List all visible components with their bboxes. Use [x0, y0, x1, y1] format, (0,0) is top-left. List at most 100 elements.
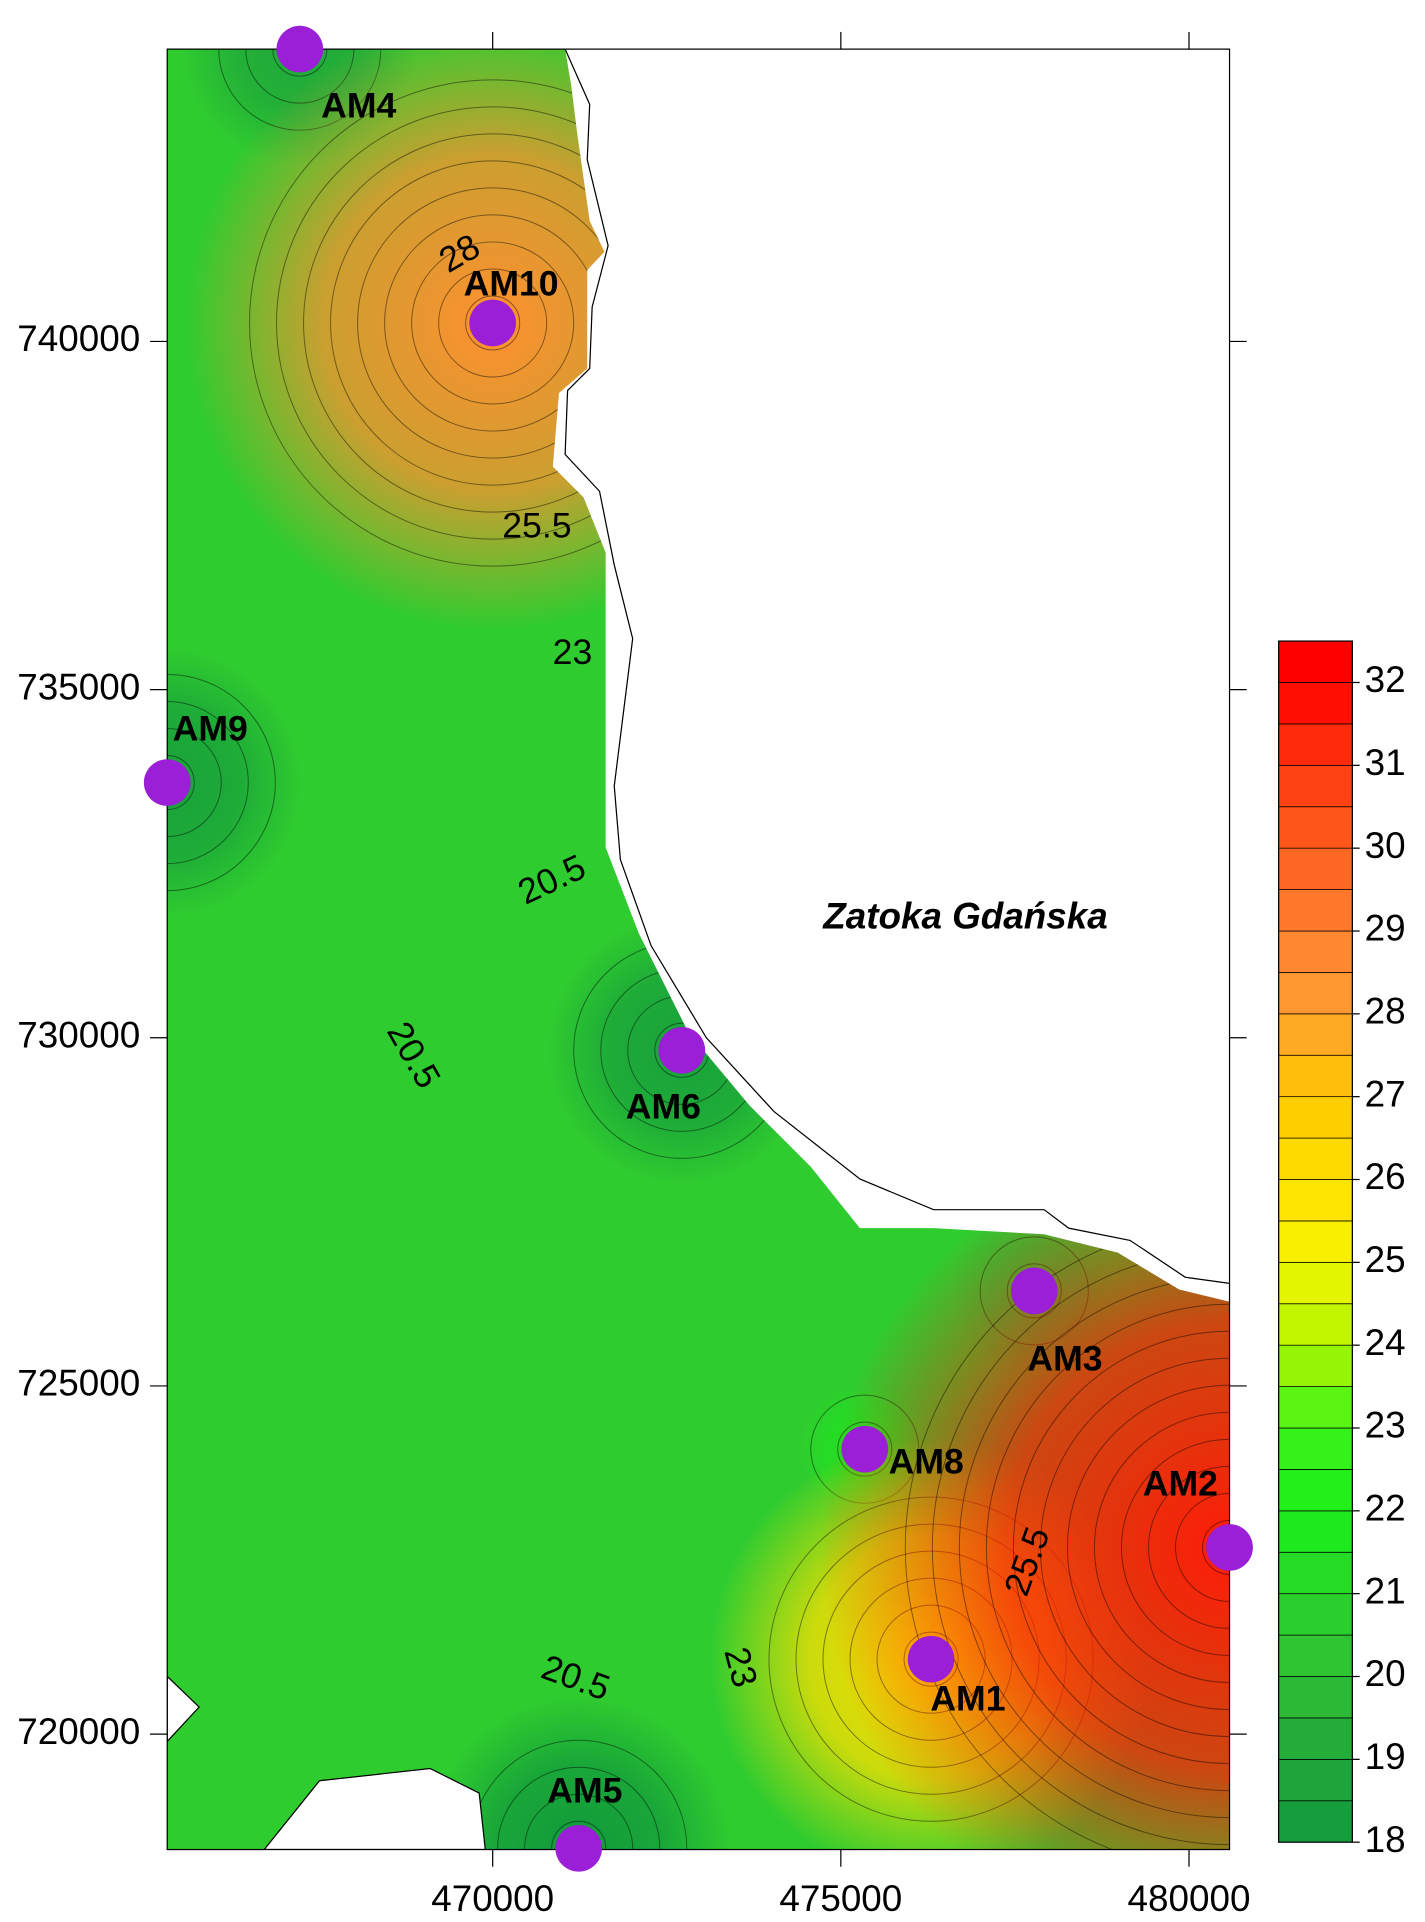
colorbar-band [1278, 1427, 1353, 1470]
contour-line [958, 1276, 1230, 1819]
y-tick-label: 725000 [17, 1363, 140, 1404]
contour-line [1121, 1438, 1230, 1656]
station [907, 1635, 955, 1683]
contour-line [985, 1303, 1230, 1791]
colorbar-label: 20 [1365, 1653, 1406, 1694]
contour-line [167, 701, 249, 865]
contour-line [411, 241, 575, 405]
station-label: AM3 [1027, 1338, 1102, 1378]
x-tick-label: 480000 [1128, 1878, 1251, 1919]
frame [166, 48, 1231, 1851]
contour-line [551, 1820, 607, 1850]
colorbar-band [1278, 889, 1353, 932]
colorbar-band [1278, 1676, 1353, 1719]
colorbar-label: 32 [1365, 659, 1406, 700]
colorbar-label: 24 [1365, 1322, 1406, 1363]
contour-line [1202, 1519, 1230, 1575]
colorbar-band [1278, 640, 1353, 683]
station [143, 759, 191, 806]
colorbar-band [1278, 1220, 1353, 1263]
colorbar-band [1278, 972, 1353, 1015]
sea-label: Zatoka Gdańska [822, 895, 1108, 936]
contour-line [167, 674, 276, 892]
colorbar-band [1278, 723, 1353, 766]
colorbar-band [1278, 806, 1353, 849]
land-gap [263, 1767, 486, 1850]
colorbar-band [1278, 1593, 1353, 1636]
contour-line [1066, 1384, 1230, 1710]
contour-line [1012, 1330, 1230, 1764]
contour-label: 23 [553, 632, 593, 672]
colorbar-band [1278, 764, 1353, 808]
land-gap [167, 1675, 201, 1743]
colorbar-label: 27 [1365, 1073, 1406, 1114]
x-tick-label: 475000 [779, 1878, 902, 1919]
contour-line [524, 1793, 634, 1850]
colorbar-band [1278, 1137, 1353, 1180]
y-tick-label: 720000 [17, 1711, 140, 1752]
station [555, 1824, 603, 1872]
contour-line [497, 1766, 661, 1850]
station-label: AM2 [1143, 1463, 1218, 1503]
contour-line [904, 1222, 1230, 1850]
colorbar-label: 30 [1365, 825, 1406, 866]
colorbar-band [1278, 1013, 1353, 1056]
station [1010, 1267, 1058, 1315]
contour-line [167, 728, 222, 838]
contour-line [931, 1249, 1230, 1846]
y-tick-label: 740000 [17, 318, 140, 359]
colorbar-band [1278, 682, 1353, 725]
contour-line [1093, 1411, 1230, 1683]
colorbar-band [1278, 1261, 1353, 1305]
station [469, 299, 517, 347]
colorbar-band [1278, 847, 1353, 890]
colorbar-band [1278, 1303, 1353, 1346]
station-label: AM8 [889, 1441, 964, 1481]
colorbar-label: 29 [1365, 908, 1406, 949]
contour-line [438, 268, 548, 378]
colorbar-label: 31 [1365, 742, 1406, 783]
colorbar-label: 26 [1365, 1156, 1406, 1197]
colorbar-label: 19 [1365, 1736, 1406, 1777]
y-tick-label: 735000 [17, 666, 140, 707]
station [841, 1425, 889, 1473]
colorbar-band [1278, 1717, 1353, 1760]
contour-label: 25.5 [502, 505, 571, 545]
colorbar-band [1278, 1386, 1353, 1429]
colorbar-label: 18 [1365, 1819, 1406, 1860]
value-field [167, 647, 303, 918]
sea [167, 49, 1230, 1850]
colorbar-band [1278, 1469, 1353, 1512]
station-label: AM10 [464, 264, 559, 304]
coastline [564, 49, 1230, 1284]
station-label: AM9 [173, 708, 248, 748]
colorbar-band [1278, 1634, 1353, 1677]
colorbar-label: 21 [1365, 1570, 1406, 1611]
contour-line [1039, 1357, 1230, 1737]
station-label: AM1 [930, 1678, 1005, 1718]
contour-line [167, 755, 195, 811]
station-label: AM6 [626, 1087, 701, 1127]
colorbar-band [1278, 1054, 1353, 1098]
station-label: AM4 [321, 85, 396, 125]
colorbar-frame [1278, 640, 1353, 1843]
y-tick-label: 730000 [17, 1015, 140, 1056]
station [276, 25, 324, 73]
colorbar-band [1278, 1344, 1353, 1387]
colorbar-label: 25 [1365, 1239, 1406, 1280]
contour-line [465, 295, 521, 351]
colorbar-band [1278, 1758, 1353, 1802]
station-label: AM5 [547, 1770, 622, 1810]
colorbar-label: 23 [1365, 1405, 1406, 1446]
station [658, 1026, 706, 1074]
colorbar-band [1278, 1096, 1353, 1139]
sea-area [552, 49, 1230, 1302]
colorbar-band [1278, 1551, 1353, 1595]
colorbar-label: 22 [1365, 1488, 1406, 1529]
contour-line [1148, 1465, 1230, 1629]
colorbar-label: 28 [1365, 991, 1406, 1032]
station [1206, 1524, 1253, 1571]
